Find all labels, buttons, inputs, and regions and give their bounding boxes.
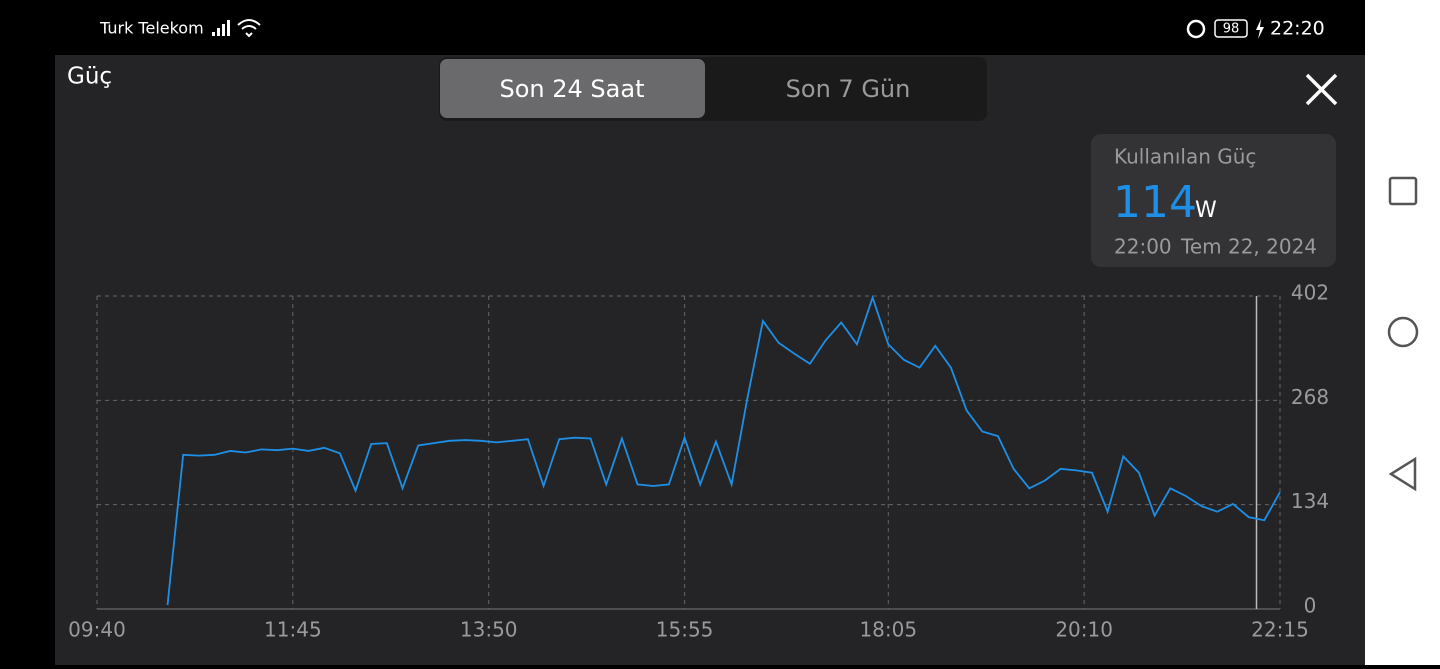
clock: 22:20 [1270,18,1325,40]
alarm-icon [1186,19,1206,39]
y-tick-label: 134 [1291,489,1329,513]
tooltip-time: 22:00 [1114,235,1172,259]
tab-label[interactable]: Son 24 Saat [500,75,645,103]
tooltip [1091,134,1336,267]
charging-icon [1256,19,1264,39]
wifi-icon [237,19,261,38]
nav-bar [1365,0,1440,665]
signal-icon [212,20,230,36]
x-tick-label: 18:05 [859,618,917,642]
line-series [166,294,1281,606]
x-tick-label: 15:55 [656,618,714,642]
tooltip-date: Tem 22, 2024 [1180,235,1317,259]
close-button[interactable] [1305,73,1338,106]
tooltip-label: Kullanılan Güç [1114,145,1256,169]
y-tick-label: 268 [1291,385,1329,409]
tooltip-value: 114 [1113,177,1197,228]
x-tick-label: 13:50 [460,618,518,642]
tab-label[interactable]: Son 7 Gün [786,75,911,103]
battery-level: 98 [1223,22,1240,37]
tab-active[interactable] [440,59,705,118]
battery-icon [1214,19,1248,38]
back-button[interactable] [1388,456,1417,492]
chart: 0 134 268 402 09:40 11:45 13:50 15:55 18:05 20:10… [68,281,1329,642]
x-tick-label: 22:15 [1251,618,1309,642]
tooltip-unit: W [1195,198,1217,223]
x-tick-label: 20:10 [1055,618,1113,642]
page-title: Güç [67,64,112,90]
recent-button[interactable] [1388,176,1418,206]
y-tick-label: 402 [1291,281,1329,305]
x-tick-label: 09:40 [68,618,126,642]
home-button[interactable] [1387,316,1419,348]
carrier: Turk Telekom [99,19,204,38]
y-tick-label: 0 [1304,594,1317,618]
x-tick-label: 11:45 [264,618,322,642]
